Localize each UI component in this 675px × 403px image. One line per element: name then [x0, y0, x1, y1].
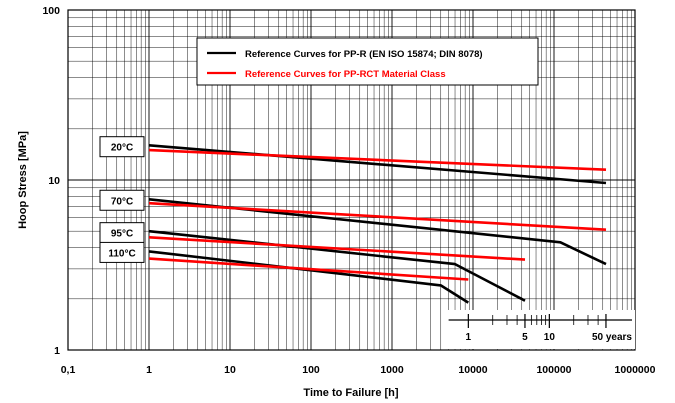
x-tick-label: 1000000	[615, 364, 656, 376]
series-lines	[148, 144, 607, 304]
temperature-label: 70°C	[111, 196, 133, 207]
legend-box	[196, 37, 539, 86]
years-scale-label: 5	[522, 332, 528, 343]
temperature-label-box	[99, 189, 145, 211]
series-line-pp-rct	[148, 201, 607, 231]
temperature-label-box	[99, 136, 145, 158]
temperature-labels: 20°C 70°C 95°C 110°C	[99, 136, 145, 263]
series-line-pp-rct	[148, 257, 469, 281]
legend-label-pp-rct: Reference Curves for PP-RCT Material Cla…	[245, 69, 446, 80]
x-tick-label: 100000	[536, 364, 571, 376]
legend-label-pp-r: Reference Curves for PP-R (EN ISO 15874;…	[245, 49, 483, 60]
legend: Reference Curves for PP-R (EN ISO 15874;…	[196, 37, 539, 86]
years-scale-label: 50 years	[592, 332, 632, 343]
x-tick-label: 1	[146, 364, 152, 376]
x-tick-label: 100	[302, 364, 320, 376]
temperature-label: 95°C	[111, 229, 133, 240]
x-tick-label: 1000	[380, 364, 404, 376]
temperature-label: 20°C	[111, 143, 133, 154]
y-tick-label: 10	[48, 175, 60, 187]
y-tick-label: 100	[42, 5, 60, 17]
x-tick-labels: 0,1 1 10 100 1000 10000 100000 1000000	[61, 364, 656, 376]
y-tick-label: 1	[54, 345, 60, 357]
temperature-label-box	[99, 241, 145, 263]
series-line-pp-rct	[148, 148, 607, 171]
years-scale-background	[446, 310, 635, 349]
series-line-pp-rct	[148, 236, 526, 261]
series-line-pp-r	[148, 198, 607, 266]
y-tick-labels: 1 10 100	[42, 5, 60, 357]
x-axis-label: Time to Failure [h]	[303, 387, 398, 399]
years-scale-label: 10	[544, 332, 556, 343]
grid	[67, 10, 635, 351]
series-line-pp-r	[148, 250, 469, 304]
years-scale-label: 1	[466, 332, 472, 343]
x-tick-label: 0,1	[61, 364, 76, 376]
years-scale: 1 5 10 50 years	[446, 310, 635, 349]
series-line-pp-r	[148, 144, 607, 185]
plot-frame	[67, 9, 636, 351]
x-tick-label: 10000	[458, 364, 487, 376]
y-axis-label: Hoop Stress [MPa]	[17, 131, 29, 229]
temperature-label: 110°C	[108, 248, 135, 259]
x-tick-label: 10	[224, 364, 236, 376]
